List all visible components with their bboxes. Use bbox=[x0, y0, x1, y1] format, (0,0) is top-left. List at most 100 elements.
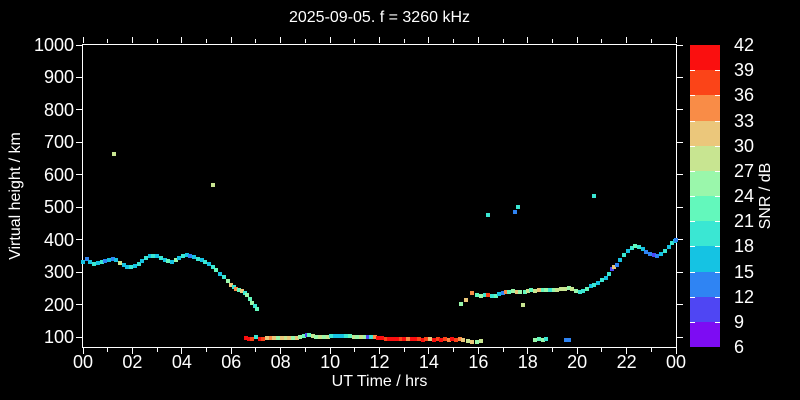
y-major-tick bbox=[76, 239, 82, 241]
y-tick-label: 100 bbox=[43, 327, 74, 348]
colorbar-cell bbox=[690, 196, 720, 221]
data-point bbox=[529, 288, 534, 293]
data-point bbox=[551, 287, 556, 292]
y-major-tick bbox=[76, 76, 82, 78]
x-major-tick bbox=[329, 348, 331, 354]
y-tick-label: 700 bbox=[43, 132, 74, 153]
data-point bbox=[372, 335, 377, 340]
data-point bbox=[261, 336, 266, 341]
x-minor-tick bbox=[650, 348, 652, 352]
data-point bbox=[588, 284, 593, 289]
colorbar-notch-right bbox=[715, 272, 720, 273]
data-point bbox=[245, 293, 250, 298]
data-point bbox=[461, 337, 465, 342]
data-point bbox=[536, 288, 541, 293]
x-major-tick bbox=[82, 348, 84, 354]
data-point bbox=[253, 334, 258, 339]
data-point bbox=[507, 289, 512, 294]
data-point bbox=[394, 336, 399, 341]
colorbar-cell bbox=[690, 246, 720, 272]
x-tick-label: 00 bbox=[665, 352, 687, 372]
x-major-tick bbox=[477, 348, 479, 354]
data-point bbox=[402, 337, 407, 342]
y-major-tick-right bbox=[677, 44, 683, 46]
y-major-tick bbox=[76, 44, 82, 46]
data-point bbox=[618, 257, 623, 262]
data-point bbox=[581, 288, 586, 293]
colorbar-notch-left bbox=[690, 221, 695, 222]
x-minor-tick bbox=[156, 348, 158, 352]
colorbar-cell bbox=[690, 121, 720, 146]
data-point bbox=[147, 254, 152, 259]
x-major-tick-top bbox=[477, 37, 479, 43]
data-point bbox=[596, 280, 601, 285]
x-tick-label: 04 bbox=[171, 352, 192, 372]
data-point bbox=[340, 334, 345, 339]
y-tick-label: 800 bbox=[43, 99, 74, 120]
data-point bbox=[162, 257, 167, 262]
x-minor-tick-top bbox=[354, 39, 356, 43]
colorbar-notch-right bbox=[715, 70, 720, 71]
colorbar-notch-left bbox=[690, 272, 695, 273]
x-major-tick bbox=[576, 348, 578, 354]
x-minor-tick bbox=[502, 348, 504, 352]
data-point bbox=[520, 302, 525, 307]
data-point bbox=[533, 337, 538, 342]
data-point bbox=[369, 334, 374, 339]
data-point bbox=[540, 337, 545, 342]
data-point bbox=[573, 289, 578, 294]
data-point bbox=[265, 335, 270, 340]
colorbar-cell bbox=[690, 70, 720, 95]
data-point bbox=[325, 334, 330, 339]
data-point bbox=[329, 334, 334, 339]
data-point bbox=[486, 212, 491, 217]
data-point bbox=[210, 265, 215, 270]
data-point bbox=[629, 245, 634, 250]
colorbar-tick-label: 24 bbox=[734, 186, 755, 206]
x-minor-tick-top bbox=[206, 39, 208, 43]
data-point bbox=[674, 238, 678, 243]
y-major-tick bbox=[76, 109, 82, 111]
colorbar-cell bbox=[690, 322, 720, 347]
data-point bbox=[633, 244, 638, 248]
y-major-tick-right bbox=[677, 109, 683, 111]
colorbar bbox=[690, 45, 720, 347]
data-point bbox=[103, 259, 108, 264]
x-major-tick-top bbox=[82, 37, 84, 43]
x-major-tick bbox=[131, 348, 133, 354]
data-point bbox=[615, 262, 620, 267]
data-point bbox=[136, 261, 141, 266]
data-point bbox=[540, 288, 545, 293]
y-tick-label: 300 bbox=[43, 262, 74, 283]
data-point bbox=[413, 336, 418, 341]
colorbar-notch-right bbox=[715, 322, 720, 323]
data-point bbox=[644, 249, 649, 254]
data-point bbox=[362, 334, 367, 339]
data-point bbox=[291, 336, 296, 341]
data-point bbox=[566, 285, 571, 290]
data-point bbox=[125, 264, 130, 269]
x-tick-label: 00 bbox=[72, 352, 94, 372]
data-point bbox=[166, 258, 171, 263]
data-point bbox=[358, 334, 363, 339]
colorbar-notch-left bbox=[690, 322, 695, 323]
data-point bbox=[420, 337, 425, 342]
data-point bbox=[347, 334, 352, 339]
data-point bbox=[118, 260, 123, 265]
data-point bbox=[547, 288, 552, 293]
data-point bbox=[555, 287, 560, 292]
data-point bbox=[207, 261, 211, 266]
x-major-tick bbox=[527, 348, 529, 354]
colorbar-notch-left bbox=[690, 196, 695, 197]
data-point bbox=[442, 337, 447, 342]
data-point bbox=[493, 293, 498, 298]
data-point bbox=[489, 294, 494, 299]
x-tick-label: 06 bbox=[221, 352, 242, 372]
colorbar-notch-right bbox=[715, 246, 720, 247]
data-point bbox=[516, 205, 521, 210]
data-point bbox=[333, 334, 338, 339]
data-point bbox=[155, 254, 160, 259]
colorbar-notch-left bbox=[690, 297, 695, 298]
data-point bbox=[655, 253, 660, 258]
colorbar-notch-right bbox=[715, 146, 720, 147]
